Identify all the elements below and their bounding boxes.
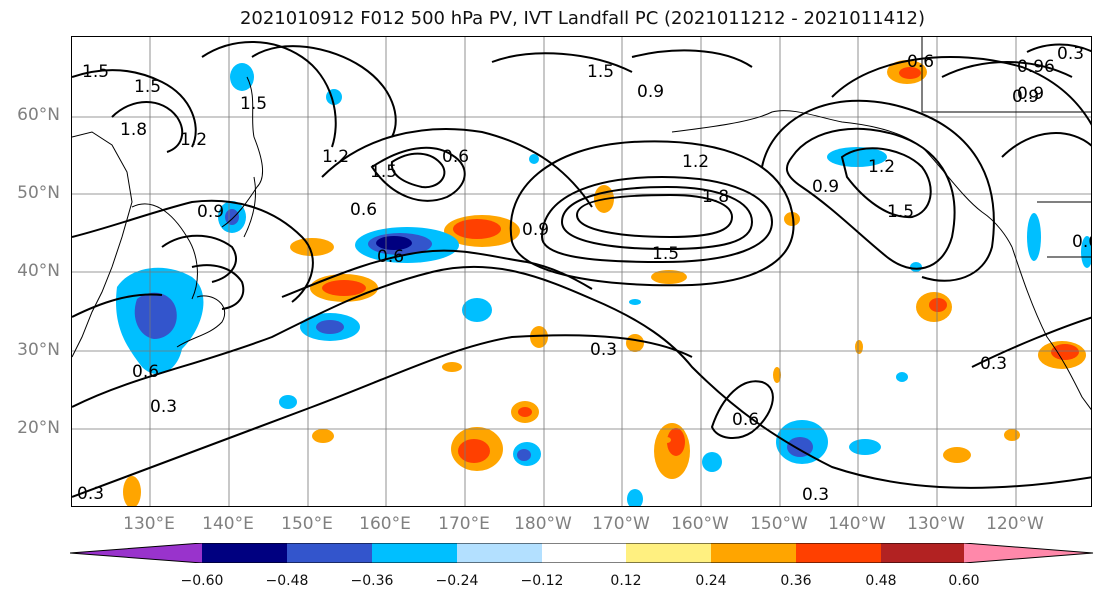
contour-label: 1.8	[702, 187, 729, 207]
contour-label: 1.2	[868, 157, 895, 177]
contour-label: 1.5	[887, 202, 914, 222]
contour-label: 0.6	[132, 362, 159, 382]
contour-label: 0.9	[522, 220, 549, 240]
colorbar-segment	[70, 543, 202, 563]
colorbar-segment	[542, 543, 626, 563]
contour-label: 0.9	[1017, 84, 1044, 104]
graticule	[72, 37, 1091, 506]
lon-label: 130°W	[907, 514, 965, 534]
colorbar-segment	[626, 543, 711, 563]
colorbar-tick-label: 0.36	[780, 573, 812, 589]
colorbar-bar	[69, 542, 1094, 564]
colorbar-tick-label: 0.12	[610, 573, 642, 589]
lon-label: 130°E	[123, 514, 175, 534]
map-canvas: 1.5 1.5 1.8 1.2 1.5 1.2 1.5 0.6 0.6 0.9 …	[72, 37, 1092, 506]
contour-label: 0.96	[1017, 57, 1055, 77]
pv-contours	[72, 41, 1091, 498]
contour-label: 0.3	[980, 354, 1007, 374]
lon-label: 180°W	[514, 514, 572, 534]
lon-label: 160°W	[671, 514, 729, 534]
colorbar-segment	[881, 543, 964, 563]
colorbar-segment	[796, 543, 881, 563]
lat-label: 20°N	[17, 418, 60, 438]
contour-label: 0.3	[802, 485, 829, 505]
contour-label: 0.3	[590, 340, 617, 360]
contour-label: 1.2	[322, 147, 349, 167]
colorbar	[69, 542, 1095, 567]
colorbar-tick-label: −0.36	[350, 573, 394, 589]
contour-labels: 1.5 1.5 1.8 1.2 1.5 1.2 1.5 0.6 0.6 0.9 …	[77, 44, 1092, 505]
contour-label: 0.6	[732, 410, 759, 430]
colorbar-segment	[711, 543, 796, 563]
contour-label: 1.5	[652, 244, 679, 264]
contour-label: 1.2	[180, 130, 207, 150]
contour-label: 1.5	[134, 77, 161, 97]
contour-label: 0.6	[377, 247, 404, 267]
lon-label: 140°E	[202, 514, 254, 534]
lat-label: 50°N	[17, 183, 60, 203]
colorbar-segment	[964, 543, 1093, 563]
contour-label: 0.6	[907, 52, 934, 72]
lon-label: 140°W	[828, 514, 886, 534]
contour-label: 0.3	[1057, 44, 1084, 64]
contour-label: 1.5	[370, 162, 397, 182]
lat-label: 30°N	[17, 340, 60, 360]
contour-label: 0.3	[150, 397, 177, 417]
contour-label: 1.8	[120, 120, 147, 140]
lon-label: 170°E	[438, 514, 490, 534]
lat-label: 40°N	[17, 261, 60, 281]
colorbar-segment	[287, 543, 372, 563]
colorbar-segment	[202, 543, 287, 563]
colorbar-tick-label: −0.60	[180, 573, 224, 589]
colorbar-tick-label: −0.24	[435, 573, 479, 589]
colorbar-segment	[457, 543, 542, 563]
lon-label: 160°E	[359, 514, 411, 534]
colorbar-tick-label: −0.48	[265, 573, 309, 589]
colorbar-tick-label: −0.12	[520, 573, 564, 589]
contour-label: 0.9	[812, 177, 839, 197]
contour-label: 0.6	[350, 200, 377, 220]
lon-label: 150°E	[281, 514, 333, 534]
positive-anomaly-shading	[123, 60, 1086, 506]
contour-label: 0.6	[1072, 232, 1092, 252]
contour-label: 0.9	[637, 82, 664, 102]
lat-label: 60°N	[17, 105, 60, 125]
colorbar-tick-label: 0.48	[865, 573, 897, 589]
contour-label: 0.6	[442, 147, 469, 167]
map-panel: 1.5 1.5 1.8 1.2 1.5 1.2 1.5 0.6 0.6 0.9 …	[71, 36, 1092, 507]
lon-label: 120°W	[986, 514, 1044, 534]
contour-label: 1.5	[587, 62, 614, 82]
contour-label: 0.3	[77, 484, 104, 504]
colorbar-tick-label: 0.24	[695, 573, 727, 589]
lon-label: 170°W	[592, 514, 650, 534]
colorbar-tick-label: 0.60	[948, 573, 980, 589]
contour-label: 1.5	[240, 94, 267, 114]
lon-label: 150°W	[750, 514, 808, 534]
colorbar-segment	[372, 543, 457, 563]
coastlines	[72, 37, 1091, 411]
contour-label: 1.2	[682, 152, 709, 172]
contour-label: 0.9	[1012, 87, 1039, 107]
map-title: 2021010912 F012 500 hPa PV, IVT Landfall…	[239, 8, 926, 29]
contour-label: 0.9	[197, 202, 224, 222]
negative-anomaly-shading	[116, 63, 1091, 506]
contour-label: 1.5	[82, 62, 109, 82]
